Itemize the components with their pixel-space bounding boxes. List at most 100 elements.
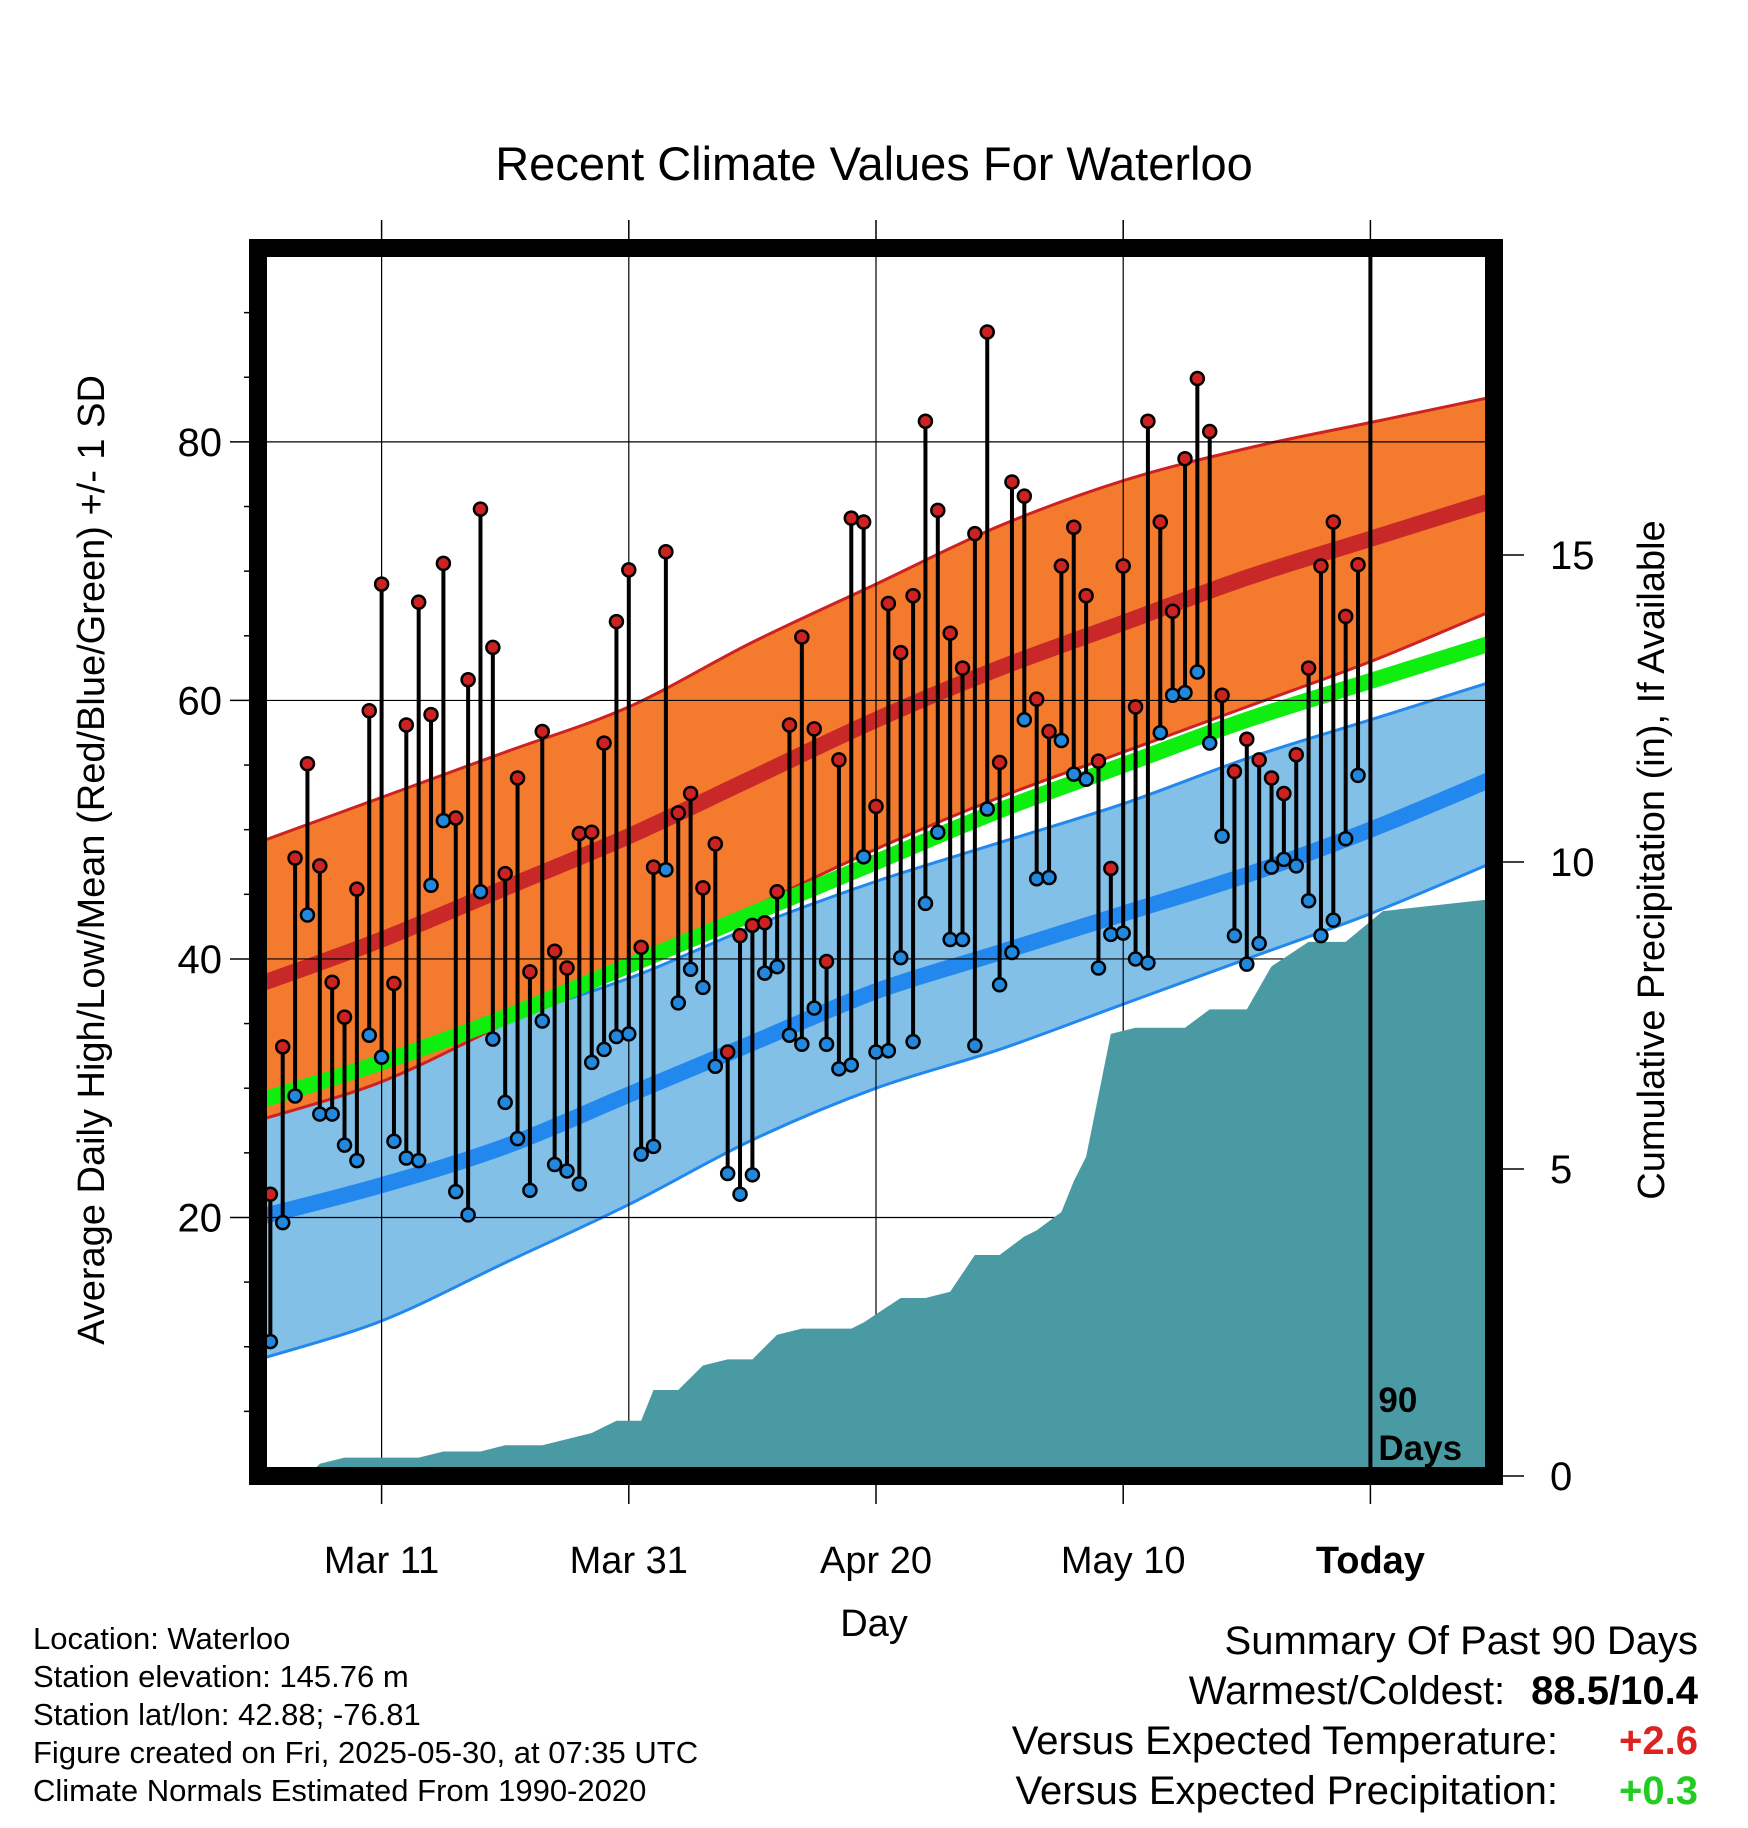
daily-low-point	[781, 1027, 798, 1043]
daily-low-point	[621, 1026, 637, 1042]
daily-low-point	[373, 1049, 390, 1065]
daily-high-point	[1103, 860, 1119, 877]
x-axis-label: Day	[840, 1603, 908, 1645]
daily-values-layer	[258, 324, 1366, 1350]
daily-high-point	[991, 754, 1008, 771]
daily-high-point	[299, 756, 316, 772]
daily-high-point	[1239, 731, 1255, 747]
daily-low-point	[1115, 925, 1131, 941]
daily-low-point	[349, 1152, 365, 1169]
daily-high-point	[1041, 723, 1057, 740]
daily-low-point	[1251, 935, 1267, 952]
daily-high-point	[621, 562, 637, 578]
daily-low-point	[1028, 871, 1045, 887]
daily-low-point	[905, 1033, 921, 1050]
temp-label: Versus Expected Temperature:	[1011, 1719, 1558, 1763]
daily-low-point	[1016, 712, 1033, 728]
daily-high-point	[769, 883, 785, 900]
daily-low-point	[596, 1041, 612, 1058]
y2-axis-label: Cumulative Precipitation (in), If Availa…	[1631, 520, 1673, 1199]
daily-low-point	[1090, 960, 1107, 976]
chart-title: Recent Climate Values For Waterloo	[495, 137, 1253, 190]
x-tick-label: Mar 31	[570, 1540, 688, 1582]
daily-high-point	[1226, 763, 1243, 780]
daily-high-point	[1288, 746, 1304, 763]
daily-high-point	[1214, 687, 1230, 704]
daily-low-point	[794, 1036, 810, 1053]
daily-high-point	[818, 953, 835, 970]
daily-low-point	[868, 1044, 884, 1060]
daily-high-point	[967, 525, 983, 542]
x-tick-label: May 10	[1061, 1540, 1186, 1582]
daily-high-point	[1016, 488, 1033, 504]
daily-high-point	[1263, 770, 1280, 786]
daily-high-point	[707, 836, 724, 852]
daily-high-point	[1350, 556, 1366, 573]
y2-tick-label: 15	[1550, 534, 1595, 578]
warm-cold-label: Warmest/Coldest:	[1188, 1669, 1506, 1713]
daily-low-point	[571, 1176, 588, 1192]
daily-low-point	[682, 961, 699, 978]
y2-tick-label: 0	[1550, 1455, 1572, 1499]
daily-high-point	[596, 735, 612, 751]
daily-high-point	[497, 865, 513, 882]
daily-low-point	[485, 1031, 501, 1047]
daily-low-point	[1226, 927, 1243, 944]
station-info: Location: Waterloo Station elevation: 14…	[33, 1620, 698, 1810]
y-axis-label: Average Daily High/Low/Mean (Red/Blue/Gr…	[71, 375, 113, 1345]
daily-low-point	[1053, 732, 1070, 749]
summary-panel: Summary Of Past 90 Days Warmest/Coldest:…	[1012, 1616, 1698, 1816]
daily-high-point	[386, 975, 402, 992]
daily-low-point	[806, 1000, 822, 1016]
daily-low-point	[410, 1152, 427, 1169]
y-tick-label: 40	[178, 938, 223, 982]
daily-high-point	[682, 785, 699, 802]
location-text: Location: Waterloo	[33, 1621, 291, 1656]
daily-low-point	[312, 1106, 328, 1122]
daily-low-point	[732, 1186, 748, 1202]
daily-high-point	[1152, 514, 1169, 530]
daily-high-point	[930, 502, 946, 519]
daily-high-point	[954, 660, 971, 676]
daily-high-point	[1313, 558, 1329, 574]
daily-high-point	[472, 501, 489, 517]
today-marker-label-line1: 90	[1378, 1381, 1417, 1420]
daily-low-point	[287, 1088, 303, 1104]
summary-precip-row: Versus Expected Precipitation: +0.3	[1012, 1766, 1698, 1816]
daily-high-point	[1053, 558, 1070, 574]
daily-low-point	[274, 1214, 291, 1231]
daily-low-point	[1004, 944, 1020, 961]
daily-high-point	[942, 625, 958, 641]
plot-frame	[249, 239, 1503, 1485]
daily-low-point	[1325, 912, 1342, 928]
daily-high-point	[880, 595, 897, 612]
daily-high-point	[1078, 587, 1094, 604]
daily-high-point	[312, 858, 328, 874]
precip-label: Versus Expected Precipitation:	[1015, 1769, 1558, 1813]
x-tick-label: Today	[1316, 1540, 1425, 1582]
daily-high-point	[1325, 514, 1342, 530]
elevation-text: Station elevation: 145.76 m	[33, 1659, 409, 1694]
daily-high-point	[917, 413, 934, 429]
daily-high-point	[608, 613, 625, 630]
daily-high-point	[979, 324, 995, 340]
daily-low-point	[818, 1036, 835, 1053]
daily-low-point	[942, 931, 958, 948]
daily-high-point	[349, 881, 365, 897]
daily-high-point	[410, 594, 427, 610]
daily-low-point	[472, 883, 489, 900]
summary-title: Summary Of Past 90 Days	[1224, 1619, 1698, 1663]
daily-low-point	[1313, 927, 1329, 944]
daily-low-point	[1263, 859, 1280, 875]
daily-high-point	[1177, 450, 1193, 467]
daily-low-point	[423, 877, 439, 894]
daily-low-point	[769, 958, 785, 975]
daily-low-point	[1189, 664, 1206, 680]
daily-high-point	[633, 939, 649, 956]
daily-low-point	[633, 1146, 649, 1162]
daily-high-point	[361, 703, 377, 719]
daily-high-point	[1276, 785, 1292, 802]
y2-tick-label: 10	[1550, 841, 1595, 885]
daily-low-point	[1337, 830, 1354, 847]
daily-low-point	[1300, 893, 1317, 909]
